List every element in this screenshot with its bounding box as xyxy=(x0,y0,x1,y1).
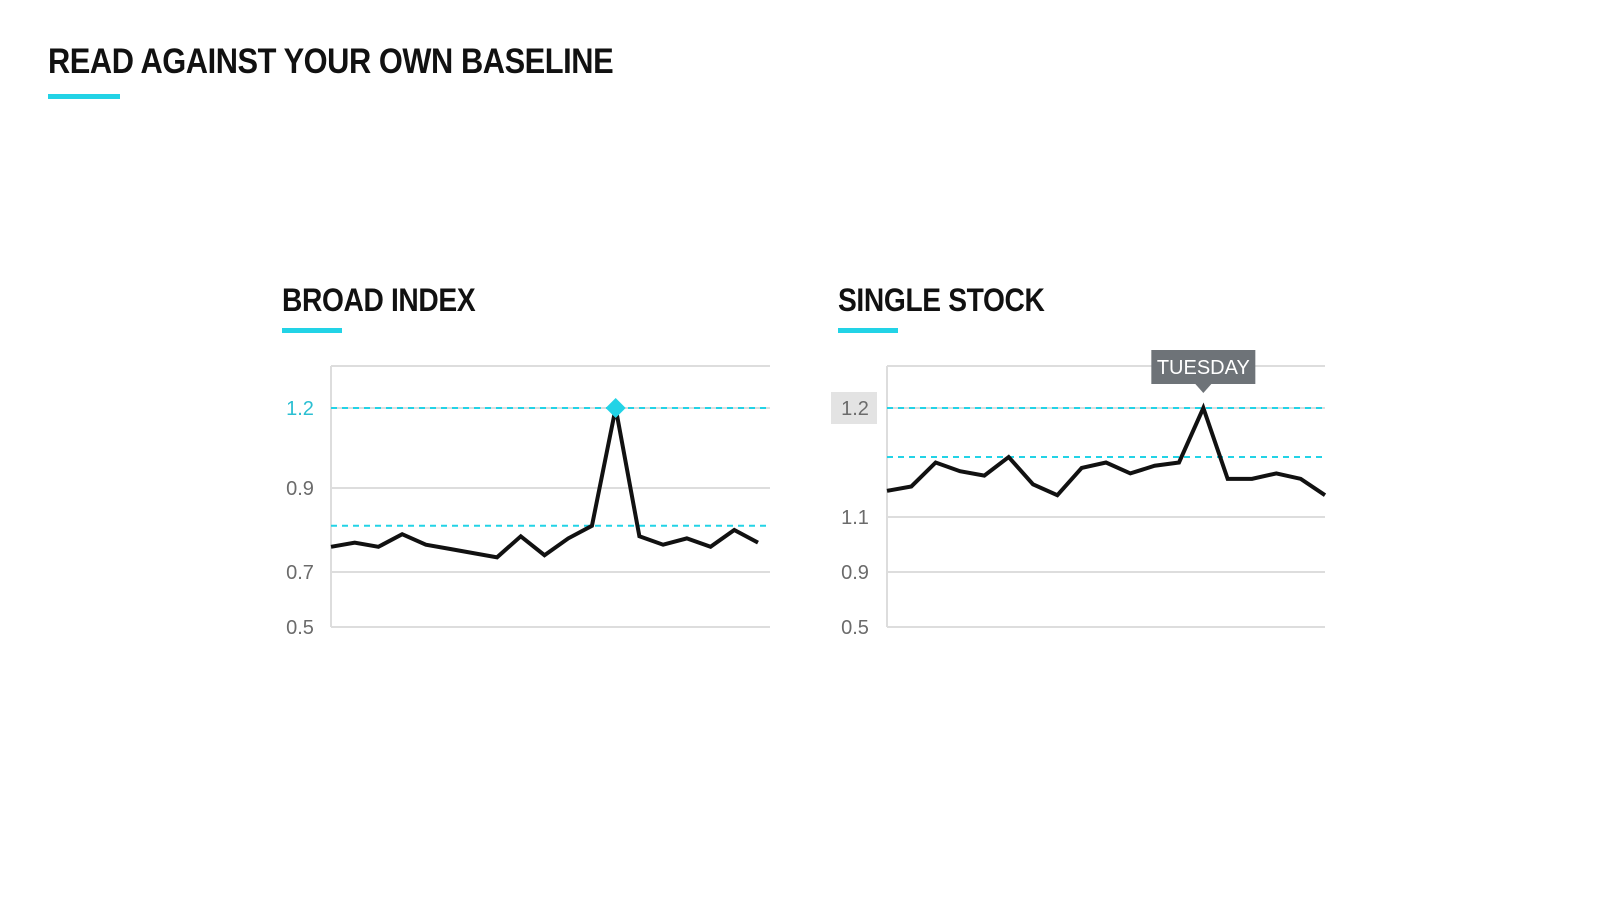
y-tick-label: 0.9 xyxy=(286,478,314,500)
y-tick-label: 1.1 xyxy=(841,507,869,529)
tooltip-pointer xyxy=(1195,384,1212,393)
chart-title-underline xyxy=(838,328,898,333)
y-tick-label: 1.2 xyxy=(841,398,869,420)
y-tick-label: 1.2 xyxy=(286,398,314,420)
tick-highlight-badge xyxy=(831,392,877,424)
series-line xyxy=(886,402,1327,498)
peak-diamond-marker xyxy=(605,398,626,418)
y-tick-label: 0.5 xyxy=(841,617,869,639)
chart-title-underline xyxy=(282,328,342,333)
title-underline xyxy=(48,94,120,99)
page-title: READ AGAINST YOUR OWN BASELINE xyxy=(48,42,614,81)
y-tick-label: 0.9 xyxy=(841,562,869,584)
y-tick-label: 0.7 xyxy=(286,562,314,584)
y-tick-label: 0.5 xyxy=(286,617,314,639)
chart-title-broad-index: BROAD INDEX xyxy=(282,282,476,318)
tooltip-tuesday: TUESDAY xyxy=(1151,350,1256,393)
tooltip-box xyxy=(1151,350,1256,384)
tooltip-label: TUESDAY xyxy=(1157,357,1250,379)
chart-title-single-stock: SINGLE STOCK xyxy=(838,282,1045,318)
series-line xyxy=(330,407,759,560)
